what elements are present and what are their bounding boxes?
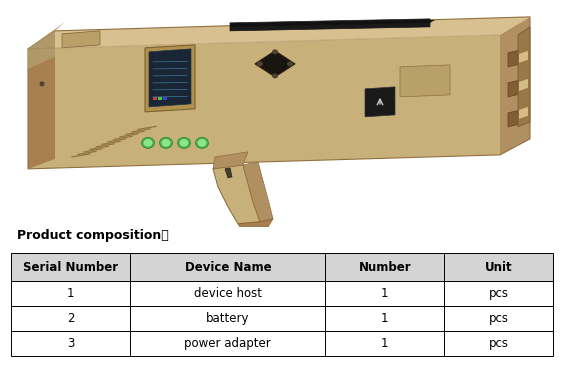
- Bar: [444, 331, 553, 356]
- Ellipse shape: [272, 49, 278, 54]
- Text: Product composition：: Product composition：: [17, 229, 169, 242]
- Ellipse shape: [178, 137, 191, 149]
- Bar: [130, 253, 325, 281]
- Ellipse shape: [179, 139, 188, 147]
- Bar: [325, 306, 444, 331]
- Text: Serial Number: Serial Number: [23, 261, 118, 274]
- Polygon shape: [519, 107, 528, 119]
- Polygon shape: [213, 152, 248, 169]
- Ellipse shape: [143, 139, 152, 147]
- Text: pcs: pcs: [488, 287, 509, 300]
- Bar: [130, 281, 325, 306]
- Text: 1: 1: [381, 337, 389, 350]
- Text: battery: battery: [206, 312, 250, 325]
- Bar: [158, 97, 162, 100]
- Bar: [444, 281, 553, 306]
- Polygon shape: [230, 20, 435, 27]
- Polygon shape: [28, 31, 55, 69]
- Text: Device Name: Device Name: [184, 261, 271, 274]
- Polygon shape: [519, 79, 528, 91]
- Text: 2: 2: [67, 312, 74, 325]
- Ellipse shape: [287, 61, 293, 66]
- Text: Unit: Unit: [485, 261, 512, 274]
- Bar: [153, 97, 157, 100]
- Text: 1: 1: [67, 287, 74, 300]
- Text: Number: Number: [359, 261, 411, 274]
- Ellipse shape: [142, 137, 155, 149]
- Text: power adapter: power adapter: [184, 337, 271, 350]
- Polygon shape: [400, 65, 450, 97]
- Bar: [163, 97, 167, 100]
- Polygon shape: [518, 27, 530, 127]
- Polygon shape: [238, 219, 273, 227]
- Polygon shape: [365, 87, 395, 117]
- Polygon shape: [28, 17, 530, 49]
- Bar: [325, 281, 444, 306]
- Text: 3: 3: [67, 337, 74, 350]
- Polygon shape: [62, 31, 100, 48]
- Bar: [444, 306, 553, 331]
- Bar: [130, 306, 325, 331]
- Text: pcs: pcs: [488, 337, 509, 350]
- Polygon shape: [225, 168, 232, 178]
- Polygon shape: [519, 51, 528, 63]
- Bar: [11, 331, 130, 356]
- Polygon shape: [28, 22, 65, 49]
- Polygon shape: [243, 162, 273, 222]
- Polygon shape: [213, 165, 260, 224]
- Polygon shape: [508, 49, 525, 67]
- Ellipse shape: [161, 139, 170, 147]
- Polygon shape: [145, 45, 195, 112]
- Ellipse shape: [39, 81, 45, 86]
- Text: device host: device host: [194, 287, 262, 300]
- Polygon shape: [28, 31, 55, 169]
- Polygon shape: [149, 49, 191, 107]
- Polygon shape: [500, 17, 530, 155]
- Bar: [130, 331, 325, 356]
- Text: pcs: pcs: [488, 312, 509, 325]
- Bar: [325, 253, 444, 281]
- Bar: [11, 281, 130, 306]
- Text: 1: 1: [381, 287, 389, 300]
- Text: 1: 1: [381, 312, 389, 325]
- Ellipse shape: [257, 61, 263, 66]
- Polygon shape: [508, 79, 525, 97]
- Polygon shape: [28, 35, 500, 169]
- Ellipse shape: [197, 139, 206, 147]
- Ellipse shape: [160, 137, 173, 149]
- Ellipse shape: [196, 137, 209, 149]
- Polygon shape: [230, 19, 430, 31]
- Polygon shape: [508, 109, 525, 127]
- Bar: [325, 331, 444, 356]
- Bar: [444, 253, 553, 281]
- Ellipse shape: [272, 74, 278, 78]
- Bar: [11, 306, 130, 331]
- Bar: [11, 253, 130, 281]
- Polygon shape: [255, 51, 295, 77]
